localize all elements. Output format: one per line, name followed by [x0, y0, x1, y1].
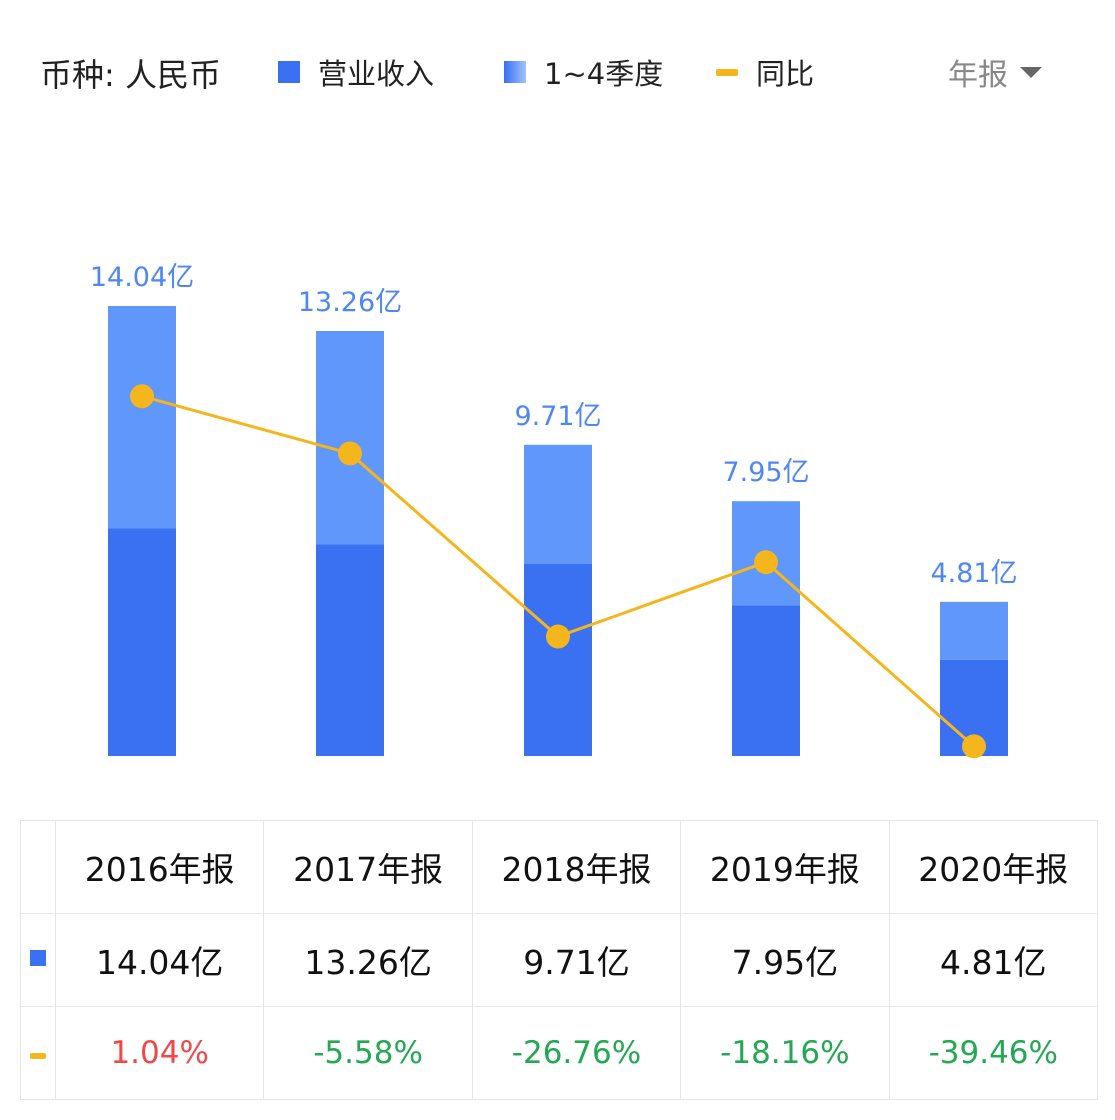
yoy-point [962, 734, 986, 759]
bar-value-label: 14.04亿 [90, 262, 194, 293]
table-header-row: 2016年报 2017年报 2018年报 2019年报 2020年报 [20, 820, 1099, 914]
table-header-cell: 2019年报 [680, 820, 890, 914]
chart-header: 币种: 人民币 营业收入 1~4季度 同比 年报 [0, 0, 1115, 150]
chevron-down-icon [1020, 66, 1042, 78]
yoy-point [130, 384, 154, 409]
table-cell-revenue: 4.81亿 [888, 913, 1099, 1007]
legend-quarters[interactable]: 1~4季度 [504, 52, 663, 92]
yoy-point [754, 550, 778, 575]
revenue-chart: 14.04亿 13.26亿 9.71亿 7.95亿 4.81亿 [90, 262, 1018, 759]
currency-label: 币种: 人民币 [40, 56, 221, 94]
legend-quarters-label: 1~4季度 [544, 57, 664, 91]
bar-value-label: 9.71亿 [514, 401, 601, 432]
table-cell-revenue: 13.26亿 [263, 913, 473, 1007]
bar-value-label: 13.26亿 [298, 287, 402, 318]
table-cell-yoy: 1.04% [54, 1006, 265, 1100]
yoy-swatch-icon [716, 68, 738, 76]
revenue-key-icon [30, 950, 46, 966]
table-header-cell: 2016年报 [54, 820, 265, 914]
yoy-point [338, 441, 362, 466]
bar-lower-segment [524, 563, 592, 756]
table-header-cell: 2020年报 [888, 820, 1099, 914]
bar-value-label: 7.95亿 [722, 457, 809, 488]
legend-yoy[interactable]: 同比 [716, 52, 814, 92]
table-corner-cell [20, 820, 56, 914]
bar-upper-segment [108, 306, 176, 529]
table-header-cell: 2018年报 [471, 820, 682, 914]
table-cell-revenue: 9.71亿 [471, 913, 682, 1007]
table-header-cell: 2017年报 [263, 820, 473, 914]
revenue-swatch-icon [278, 61, 300, 83]
yoy-key-cell [20, 1006, 56, 1100]
bar-lower-segment [732, 605, 800, 756]
yoy-key-icon [30, 1052, 46, 1059]
table-cell-yoy: -5.58% [263, 1006, 473, 1100]
legend-yoy-label: 同比 [756, 57, 815, 91]
table-cell-yoy: -26.76% [471, 1006, 682, 1100]
table-cell-revenue: 14.04亿 [54, 913, 265, 1007]
table-row-yoy: 1.04% -5.58% -26.76% -18.16% -39.46% [20, 1006, 1099, 1100]
quarters-swatch-icon [504, 61, 526, 83]
table-cell-yoy: -39.46% [888, 1006, 1099, 1100]
yoy-point [546, 624, 570, 649]
revenue-key-cell [20, 913, 56, 1007]
bar-lower-segment [108, 528, 176, 756]
period-dropdown[interactable]: 年报 [948, 52, 1042, 93]
bar-upper-segment [940, 601, 1008, 660]
bar-lower-segment [316, 544, 384, 756]
table-cell-yoy: -18.16% [680, 1006, 890, 1100]
table-cell-revenue: 7.95亿 [680, 913, 890, 1007]
legend-revenue-label: 营业收入 [318, 57, 435, 91]
bar-upper-segment [524, 444, 592, 564]
legend-revenue[interactable]: 营业收入 [278, 52, 434, 92]
period-dropdown-label: 年报 [948, 58, 1008, 93]
bar-value-label: 4.81亿 [930, 558, 1017, 589]
data-table: 2016年报 2017年报 2018年报 2019年报 2020年报 14.04… [20, 820, 1099, 1100]
bar-upper-segment [316, 331, 384, 545]
table-row-revenue: 14.04亿 13.26亿 9.71亿 7.95亿 4.81亿 [20, 913, 1099, 1007]
